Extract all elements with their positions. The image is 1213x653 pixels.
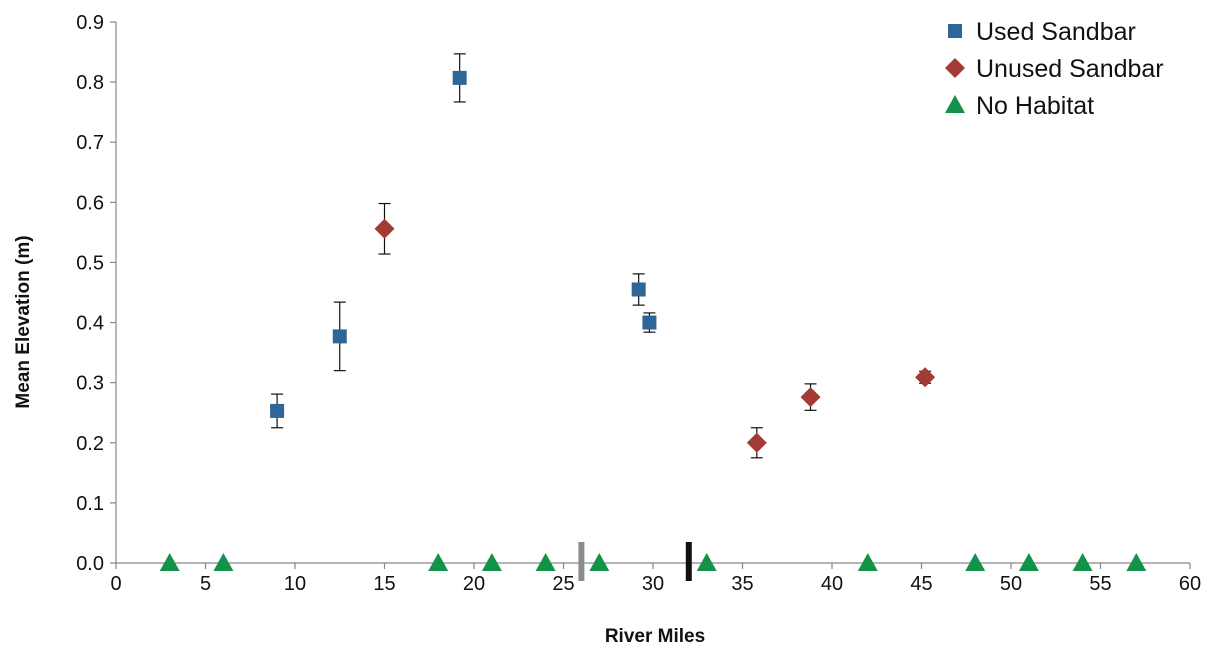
point-unused-sandbar — [374, 218, 395, 239]
point-used-sandbar — [452, 70, 467, 85]
legend: Used Sandbar Unused Sandbar No Habitat — [945, 18, 1164, 120]
y-tick-label: 0.0 — [76, 553, 104, 575]
x-tick-label: 55 — [1089, 573, 1111, 595]
x-axis-title: River Miles — [605, 626, 705, 647]
point-no-habitat — [589, 553, 610, 571]
y-tick-label: 0.8 — [76, 72, 104, 94]
point-unused-sandbar — [800, 387, 821, 408]
x-tick-label: 60 — [1179, 573, 1201, 595]
legend-label-used-sandbar: Used Sandbar — [976, 18, 1136, 46]
point-no-habitat — [535, 553, 556, 571]
legend-label-no-habitat: No Habitat — [976, 92, 1094, 120]
point-no-habitat — [696, 553, 717, 571]
x-tick-label: 10 — [284, 573, 306, 595]
point-no-habitat — [428, 553, 449, 571]
point-no-habitat — [213, 553, 234, 571]
point-no-habitat — [159, 553, 180, 571]
vertical-markers — [578, 542, 692, 581]
y-tick-label: 0.7 — [76, 132, 104, 154]
tick-labels: 0.0 0.1 0.2 0.3 0.4 0.5 0.6 0.7 0.8 0.9 0 5 10 15 20 25… — [76, 12, 1201, 595]
point-no-habitat — [481, 553, 502, 571]
point-unused-sandbar — [746, 432, 767, 453]
point-unused-sandbar — [915, 367, 936, 388]
legend-marker-unused-sandbar — [945, 58, 965, 78]
x-tick-label: 45 — [910, 573, 932, 595]
point-no-habitat — [1018, 553, 1039, 571]
point-no-habitat — [857, 553, 878, 571]
x-tick-label: 20 — [463, 573, 485, 595]
y-tick-label: 0.1 — [76, 493, 104, 515]
legend-marker-used-sandbar — [948, 24, 962, 38]
x-tick-label: 25 — [552, 573, 574, 595]
x-tick-label: 15 — [373, 573, 395, 595]
legend-label-unused-sandbar: Unused Sandbar — [976, 55, 1164, 83]
y-tick-label: 0.6 — [76, 192, 104, 214]
point-no-habitat — [1072, 553, 1093, 571]
y-tick-label: 0.3 — [76, 373, 104, 395]
point-used-sandbar — [631, 282, 646, 297]
y-tick-label: 0.5 — [76, 252, 104, 274]
point-no-habitat — [1126, 553, 1147, 571]
x-tick-label: 0 — [110, 573, 121, 595]
y-tick-label: 0.9 — [76, 12, 104, 34]
error-bars — [271, 53, 932, 459]
x-tick-label: 5 — [200, 573, 211, 595]
x-tick-label: 35 — [731, 573, 753, 595]
x-tick-label: 40 — [821, 573, 843, 595]
axes — [110, 21, 1191, 569]
y-tick-label: 0.2 — [76, 433, 104, 455]
point-no-habitat — [965, 553, 986, 571]
x-tick-label: 50 — [1000, 573, 1022, 595]
y-axis-title: Mean Elevation (m) — [13, 235, 34, 408]
point-used-sandbar — [642, 315, 657, 330]
y-tick-label: 0.4 — [76, 313, 104, 335]
point-used-sandbar — [270, 403, 285, 418]
point-used-sandbar — [332, 329, 347, 344]
data-points — [159, 70, 1147, 571]
legend-marker-no-habitat — [945, 95, 965, 113]
x-tick-label: 30 — [642, 573, 664, 595]
